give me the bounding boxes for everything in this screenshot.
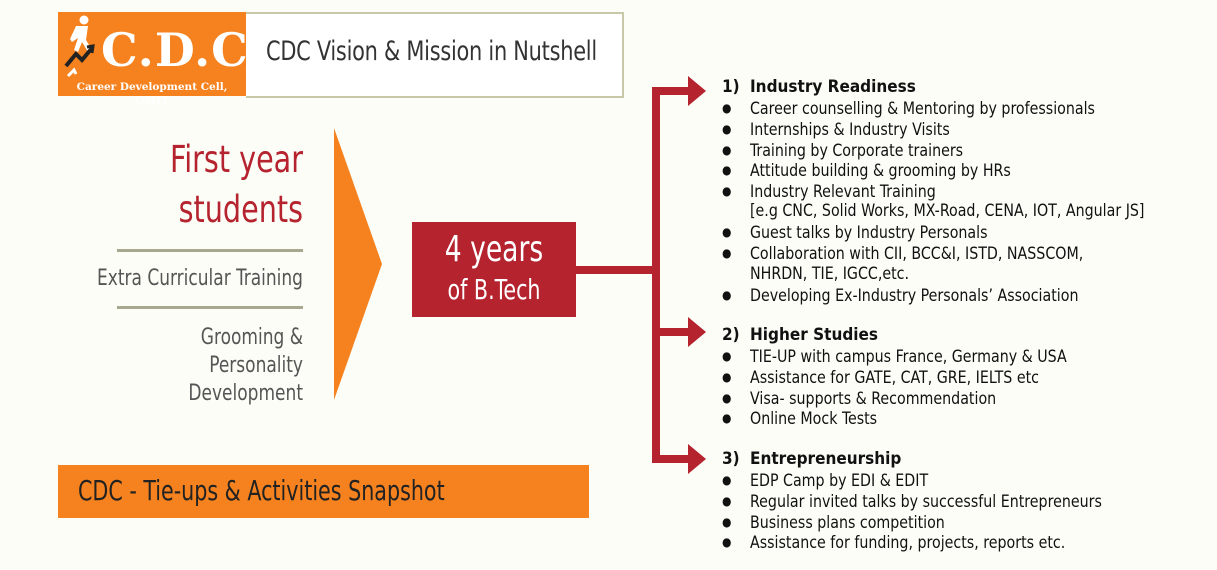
list-item: ● Developing Ex-Industry Personals’ Assoc… (722, 286, 1079, 306)
connector-arrows (570, 76, 706, 474)
section-title: Entrepreneurship (750, 449, 902, 469)
list-item: ● Industry Relevant Training (722, 182, 936, 202)
page-title: CDC Vision & Mission in Nutshell (266, 36, 597, 67)
bullet-dot-icon: ● (722, 184, 732, 198)
list-item: ● TIE-UP with campus France, Germany & US… (722, 347, 1067, 367)
btech-label: of B.Tech (447, 273, 541, 306)
bullet-dot-icon: ● (722, 494, 732, 508)
bullet-dot-icon: ● (722, 225, 732, 239)
snapshot-banner-text: CDC - Tie-ups & Activities Snapshot (78, 474, 445, 507)
list-item: ● Visa- supports & Recommendation (722, 389, 997, 409)
list-item: ● Training by Corporate trainers (722, 141, 964, 161)
orange-arrow-triangle (334, 128, 382, 400)
list-item: ● Career counselling & Mentoring by profe… (722, 99, 1095, 119)
section-number: 1) (722, 77, 740, 97)
bullet-dot-icon: ● (722, 515, 732, 529)
arrow-head-icon (688, 317, 706, 347)
bullet-dot-icon: ● (722, 411, 732, 425)
person-growth-icon (64, 15, 95, 78)
grooming-label-line3: Development (188, 381, 303, 406)
list-item: ● Regular invited talks by successful Ent… (722, 492, 1102, 512)
bullet-dot-icon: ● (722, 143, 732, 157)
list-item: ● Assistance for funding, projects, repor… (722, 533, 1066, 553)
list-item: ● Internships & Industry Visits (722, 120, 950, 140)
grooming-label-line2: Personality (209, 353, 303, 378)
list-item: ● Online Mock Tests (722, 409, 878, 429)
list-item: ● Guest talks by Industry Personals (722, 223, 988, 243)
logo-text: C.D.C. (101, 23, 265, 77)
connector-trunk (652, 87, 660, 463)
list-item: ● EDP Camp by EDI & EDIT (722, 471, 929, 491)
section-industry-readiness-heading: 1) Industry Readiness (722, 77, 916, 98)
bullet-dot-icon: ● (722, 163, 732, 177)
section-title: Higher Studies (750, 325, 879, 345)
list-item: ● Attitude building & grooming by HRs (722, 161, 1011, 181)
section-higher-studies-heading: 2) Higher Studies (722, 325, 878, 346)
bullet-dot-icon: ● (722, 101, 732, 115)
bullet-dot-icon: ● (722, 122, 732, 136)
bullet-dot-icon: ● (722, 288, 732, 302)
list-item-continuation: [e.g CNC, Solid Works, MX-Road, CENA, IO… (750, 201, 1145, 221)
list-item-continuation: NHRDN, TIE, IGCC,etc. (750, 264, 910, 284)
title-box (246, 12, 624, 98)
bullet-dot-icon: ● (722, 391, 732, 405)
logo-subtitle: Career Development Cell, GMIT (76, 81, 228, 107)
bullet-dot-icon: ● (722, 535, 732, 549)
snapshot-banner (58, 465, 589, 518)
connector-stem (570, 266, 660, 274)
bullet-dot-icon: ● (722, 370, 732, 384)
students-heading: students (178, 188, 303, 231)
first-year-heading: First year (170, 138, 303, 181)
list-item: ● Business plans competition (722, 513, 945, 533)
section-number: 3) (722, 449, 740, 469)
four-years-box (412, 222, 576, 317)
extra-curricular-label: Extra Curricular Training (97, 266, 303, 291)
four-years-label: 4 years (444, 229, 544, 270)
arrow-head-icon (688, 444, 706, 474)
divider (117, 249, 303, 252)
section-entrepreneurship-heading: 3) Entrepreneurship (722, 449, 901, 470)
arrow-head-icon (688, 76, 706, 106)
bullet-dot-icon: ● (722, 246, 732, 260)
list-item: ● Collaboration with CII, BCC&I, ISTD, NA… (722, 244, 1084, 264)
bullet-dot-icon: ● (722, 349, 732, 363)
bullet-dot-icon: ● (722, 473, 732, 487)
grooming-label-line1: Grooming & (200, 325, 303, 350)
section-number: 2) (722, 325, 740, 345)
section-title: Industry Readiness (750, 77, 916, 97)
list-item: ● Assistance for GATE, CAT, GRE, IELTS et… (722, 368, 1039, 388)
divider (117, 306, 303, 309)
